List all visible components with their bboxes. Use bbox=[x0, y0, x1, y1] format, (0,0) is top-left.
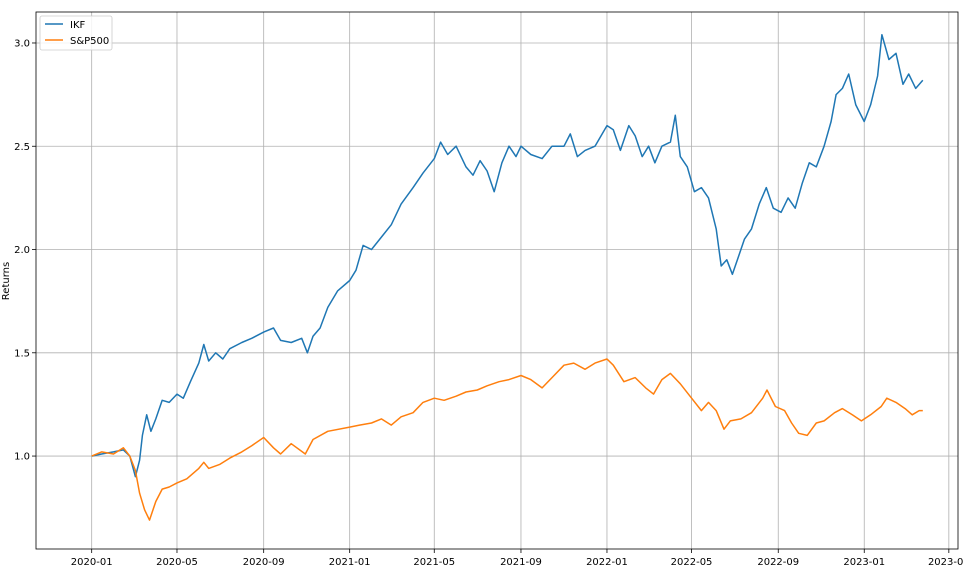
series-layer bbox=[91, 33, 924, 521]
x-tick-label: 2023-05 bbox=[928, 557, 964, 568]
x-tick-label: 2020-05 bbox=[156, 557, 198, 568]
y-axis-label: Returns bbox=[1, 262, 12, 300]
x-tick-label: 2021-09 bbox=[500, 557, 542, 568]
y-tick-label: 2.0 bbox=[14, 245, 30, 256]
x-tick-label: 2022-05 bbox=[671, 557, 713, 568]
y-tick-label: 2.5 bbox=[14, 142, 30, 153]
x-tick-label: 2022-09 bbox=[757, 557, 799, 568]
tick-layer: 2020-01 2020-05 2020-09 2021-01 2021-05 2021-… bbox=[14, 38, 964, 568]
legend: IKF S&P500 bbox=[39, 15, 113, 51]
x-tick-label: 2023-01 bbox=[843, 557, 885, 568]
series-line-sp500 bbox=[91, 358, 923, 521]
y-tick-label: 3.0 bbox=[14, 38, 30, 49]
x-tick-label: 2021-05 bbox=[413, 557, 455, 568]
x-tick-label: 2021-01 bbox=[329, 557, 371, 568]
y-tick-label: 1.5 bbox=[14, 348, 30, 359]
legend-label-sp500: S&P500 bbox=[70, 36, 109, 47]
grid-layer bbox=[36, 12, 958, 549]
series-line-ikf bbox=[91, 33, 924, 478]
x-tick-label: 2020-01 bbox=[71, 557, 113, 568]
legend-label-ikf: IKF bbox=[70, 20, 86, 31]
x-tick-label: 2020-09 bbox=[243, 557, 285, 568]
plot-frame bbox=[35, 11, 959, 550]
x-tick-label: 2022-01 bbox=[586, 557, 628, 568]
y-tick-label: 1.0 bbox=[14, 452, 30, 463]
